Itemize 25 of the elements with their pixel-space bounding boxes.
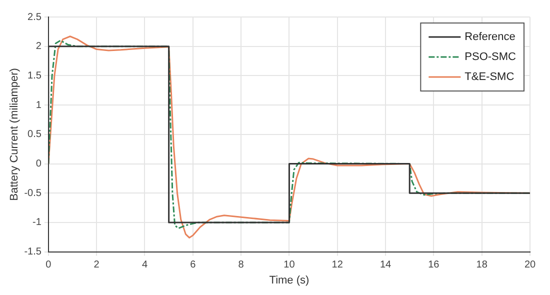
y-tick-label: 1.5 [28, 70, 42, 82]
x-tick-label: 12 [332, 260, 344, 271]
y-axis-title: Battery Current (miliamper) [8, 68, 21, 201]
y-tick-label: -1.5 [24, 246, 42, 258]
y-tick-label: 2.5 [28, 12, 42, 23]
y-tick-label: -1 [32, 217, 42, 228]
y-tick-label: 0 [36, 158, 42, 170]
y-tick-label: 1 [36, 100, 42, 111]
y-tick-label: 0.5 [28, 129, 42, 140]
legend-label: Reference [464, 31, 516, 44]
y-tick-label: 2 [36, 41, 42, 52]
x-axis-title: Time (s) [269, 274, 310, 286]
legend-label: PSO-SMC [464, 51, 516, 64]
x-tick-label: 8 [238, 260, 244, 271]
x-tick-label: 0 [46, 260, 52, 271]
x-tick-label: 18 [476, 260, 488, 271]
y-tick-label: -0.5 [24, 188, 42, 199]
x-tick-label: 16 [428, 260, 440, 271]
x-tick-label: 20 [524, 260, 536, 271]
x-tick-label: 10 [284, 260, 296, 271]
x-tick-label: 14 [380, 260, 392, 271]
x-tick-label: 4 [142, 260, 148, 271]
legend-label: T&E-SMC [464, 71, 514, 84]
x-tick-label: 2 [94, 260, 100, 271]
x-tick-label: 6 [190, 260, 196, 271]
